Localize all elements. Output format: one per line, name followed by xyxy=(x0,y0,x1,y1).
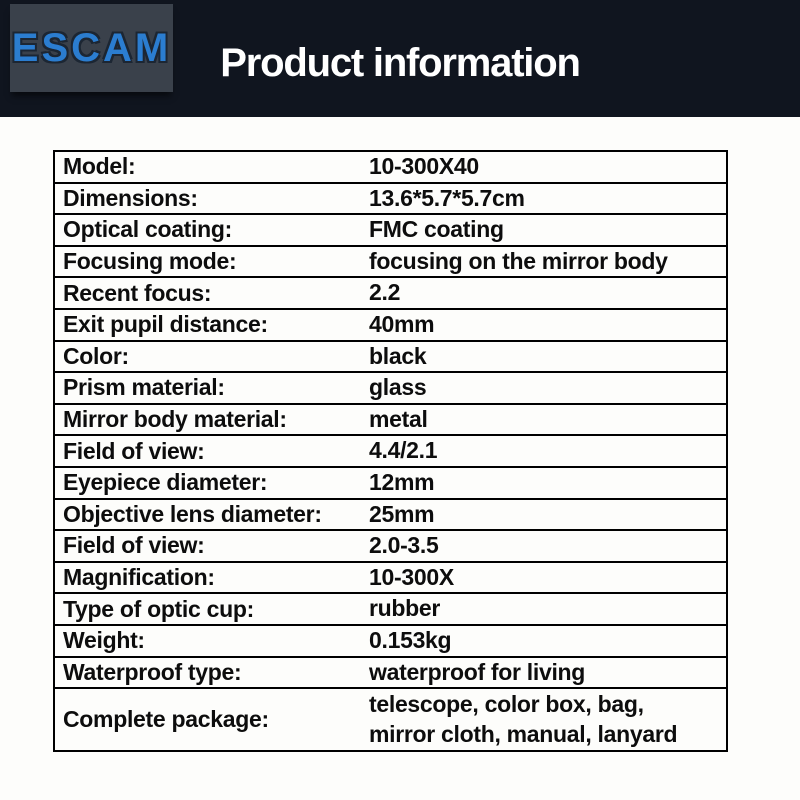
spec-value: 10-300X40 xyxy=(369,150,727,184)
spec-row: Waterproof type: waterproof for living xyxy=(54,655,727,690)
spec-row: Optical coating: FMC coating xyxy=(54,213,727,247)
spec-value: waterproof for living xyxy=(369,655,727,690)
spec-label: Field of view: xyxy=(54,434,369,468)
spec-label: Weight: xyxy=(54,623,369,658)
spec-row: Color: black xyxy=(54,339,727,374)
spec-value: black xyxy=(369,339,727,374)
spec-row: Mirror body material: metal xyxy=(54,402,727,437)
spec-value: glass xyxy=(369,371,727,405)
spec-value: 25mm xyxy=(369,497,727,532)
spec-label: Mirror body material: xyxy=(54,402,369,437)
spec-value: 10-300X xyxy=(369,560,727,595)
spec-row: Type of optic cup: rubber xyxy=(54,592,727,626)
header-banner: ESCAM Product information xyxy=(0,0,800,117)
spec-label: Optical coating: xyxy=(54,213,369,247)
spec-value: 0.153kg xyxy=(369,623,727,658)
spec-label: Dimensions: xyxy=(54,181,369,216)
spec-row: Complete package: telescope, color box, b… xyxy=(54,687,727,753)
spec-label: Model: xyxy=(54,150,369,184)
spec-row: Dimensions: 13.6*5.7*5.7cm xyxy=(54,181,727,216)
spec-label: Exit pupil distance: xyxy=(54,307,369,342)
escam-logo: ESCAM xyxy=(10,4,173,92)
spec-value: 2.0-3.5 xyxy=(369,529,727,563)
spec-table-body: Model: 10-300X40 Dimensions: 13.6*5.7*5.7c… xyxy=(54,150,727,753)
spec-label: Complete package: xyxy=(54,687,369,753)
spec-label: Field of view: xyxy=(54,529,369,563)
spec-value: rubber xyxy=(369,592,727,626)
spec-value: 2.2 xyxy=(369,276,727,310)
spec-label: Magnification: xyxy=(54,560,369,595)
spec-value: 4.4/2.1 xyxy=(369,434,727,468)
spec-value: FMC coating xyxy=(369,213,727,247)
spec-value: telescope, color box, bag, mirror cloth,… xyxy=(369,687,727,753)
spec-row: Eyepiece diameter: 12mm xyxy=(54,465,727,500)
spec-row: Objective lens diameter: 25mm xyxy=(54,497,727,532)
spec-row: Field of view: 2.0-3.5 xyxy=(54,529,727,563)
spec-label: Recent focus: xyxy=(54,276,369,310)
spec-row: Recent focus: 2.2 xyxy=(54,276,727,310)
spec-value: focusing on the mirror body xyxy=(369,244,727,279)
spec-label: Focusing mode: xyxy=(54,244,369,279)
spec-row: Field of view: 4.4/2.1 xyxy=(54,434,727,468)
spec-label: Type of optic cup: xyxy=(54,592,369,626)
spec-row: Exit pupil distance: 40mm xyxy=(54,307,727,342)
spec-row: Magnification: 10-300X xyxy=(54,560,727,595)
spec-value: 12mm xyxy=(369,465,727,500)
spec-label: Color: xyxy=(54,339,369,374)
spec-label: Eyepiece diameter: xyxy=(54,465,369,500)
spec-table: Model: 10-300X40 Dimensions: 13.6*5.7*5.7c… xyxy=(53,150,728,753)
spec-row: Weight: 0.153kg xyxy=(54,623,727,658)
escam-logo-text: ESCAM xyxy=(11,25,172,70)
spec-label: Waterproof type: xyxy=(54,655,369,690)
spec-row: Model: 10-300X40 xyxy=(54,150,727,184)
spec-row: Focusing mode: focusing on the mirror bod… xyxy=(54,244,727,279)
spec-label: Prism material: xyxy=(54,371,369,405)
spec-label: Objective lens diameter: xyxy=(54,497,369,532)
spec-value: 40mm xyxy=(369,307,727,342)
spec-row: Prism material: glass xyxy=(54,371,727,405)
spec-value: metal xyxy=(369,402,727,437)
page-title: Product information xyxy=(220,41,581,85)
spec-value: 13.6*5.7*5.7cm xyxy=(369,181,727,216)
